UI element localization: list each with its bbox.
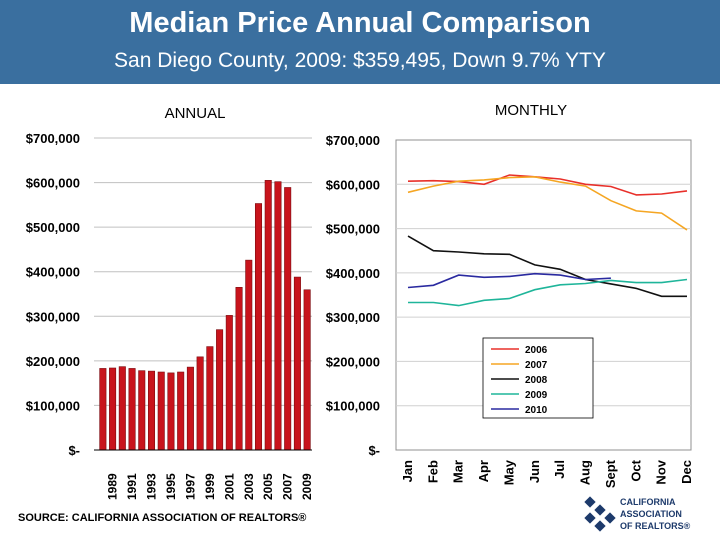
annual-x-axis: 1989 1991 1993 1995 1997 1999 2001 2003 2005 2007… xyxy=(106,473,315,500)
monthly-line-2009 xyxy=(408,278,688,307)
annual-xtick-label: 1995 xyxy=(164,473,178,500)
monthly-ytick-label: $- xyxy=(368,443,380,458)
annual-bar xyxy=(284,187,292,451)
annual-bar xyxy=(264,180,272,451)
legend-label: 2008 xyxy=(525,375,548,386)
annual-ytick-label: $- xyxy=(68,443,80,458)
annual-xtick-label: 1999 xyxy=(203,473,217,500)
annual-bar xyxy=(99,368,107,451)
annual-bar xyxy=(157,371,165,451)
monthly-ytick-label: $500,000 xyxy=(326,222,380,237)
annual-bar xyxy=(118,366,126,451)
monthly-xtick-label: Sept xyxy=(603,459,618,488)
monthly-xtick-label: Aug xyxy=(578,460,593,485)
annual-bar xyxy=(235,287,243,451)
annual-chart-title: ANNUAL xyxy=(165,105,226,122)
monthly-xtick-label: Apr xyxy=(476,460,491,482)
monthly-xtick-label: Jun xyxy=(527,460,542,483)
annual-xtick-label: 2003 xyxy=(242,473,256,500)
annual-xtick-label: 2007 xyxy=(281,473,295,500)
annual-bar xyxy=(254,203,263,451)
annual-ytick-label: $400,000 xyxy=(26,265,80,280)
annual-bar xyxy=(216,329,224,451)
monthly-ytick-label: $100,000 xyxy=(326,399,380,414)
monthly-line-2010 xyxy=(407,272,611,289)
monthly-y-axis: $- $100,000 $200,000 $300,000 $400,000 $500,0… xyxy=(326,133,380,458)
monthly-ytick-label: $700,000 xyxy=(326,133,380,148)
monthly-chart-title: MONTHLY xyxy=(495,102,567,119)
annual-xtick-label: 1997 xyxy=(183,473,197,500)
annual-bar xyxy=(225,315,233,451)
monthly-xtick-label: May xyxy=(501,459,516,485)
annual-ytick-label: $200,000 xyxy=(26,354,80,369)
annual-xtick-label: 2005 xyxy=(261,473,275,500)
monthly-xtick-label: Dec xyxy=(679,460,694,484)
annual-ytick-label: $300,000 xyxy=(26,309,80,324)
car-logo-mark: CALIFORNIA ASSOCIATION OF REALTORS® xyxy=(584,496,691,532)
page-subtitle: San Diego County, 2009: $359,495, Down 9… xyxy=(114,49,606,72)
monthly-xtick-label: Mar xyxy=(451,460,466,483)
monthly-ytick-label: $300,000 xyxy=(326,310,380,325)
monthly-ytick-label: $200,000 xyxy=(326,354,380,369)
legend-label: 2006 xyxy=(525,345,548,356)
legend-box xyxy=(482,337,594,419)
annual-bar xyxy=(147,370,156,451)
annual-bar xyxy=(245,259,253,451)
annual-bar xyxy=(206,346,214,451)
logo-line1: CALIFORNIA xyxy=(620,497,676,507)
monthly-xtick-label: Nov xyxy=(654,459,669,484)
annual-xtick-label: 2001 xyxy=(222,473,236,500)
monthly-xtick-label: Oct xyxy=(628,459,643,481)
annual-bar xyxy=(177,371,185,451)
annual-xtick-label: 1989 xyxy=(106,473,120,500)
annual-ytick-label: $600,000 xyxy=(26,176,80,191)
logo-line3: OF REALTORS® xyxy=(620,521,691,531)
annual-bar xyxy=(138,370,146,451)
legend-label: 2009 xyxy=(525,390,548,401)
header-banner: Median Price Annual Comparison San Diego… xyxy=(0,0,720,84)
annual-ytick-label: $500,000 xyxy=(26,220,80,235)
annual-bar xyxy=(303,289,311,451)
annual-ytick-label: $100,000 xyxy=(26,398,80,413)
annual-xtick-label: 1991 xyxy=(125,473,139,500)
monthly-line-2007 xyxy=(407,175,688,231)
monthly-line-2008 xyxy=(407,235,687,298)
monthly-ytick-label: $600,000 xyxy=(326,177,380,192)
monthly-legend: 2006 2007 2008 2009 2010 xyxy=(482,337,594,419)
annual-xtick-label: 2009 xyxy=(300,473,314,500)
annual-bar xyxy=(293,276,301,451)
annual-bar xyxy=(128,368,136,451)
annual-bar xyxy=(167,372,175,451)
monthly-xtick-label: Feb xyxy=(425,460,440,483)
annual-bar xyxy=(186,366,194,451)
monthly-xtick-label: Jul xyxy=(552,460,567,479)
monthly-lines xyxy=(407,174,688,307)
annual-ytick-label: $700,000 xyxy=(26,131,80,146)
source-note: SOURCE: CALIFORNIA ASSOCIATION OF REALTO… xyxy=(18,512,306,524)
annual-bar xyxy=(274,181,282,451)
legend-label: 2007 xyxy=(525,360,548,371)
page-title: Median Price Annual Comparison xyxy=(129,7,591,39)
legend-label: 2010 xyxy=(525,405,548,416)
car-logo: CALIFORNIA ASSOCIATION OF REALTORS® xyxy=(582,492,712,534)
monthly-ytick-label: $400,000 xyxy=(326,266,380,281)
annual-xtick-label: 1993 xyxy=(145,473,159,500)
monthly-xtick-label: Jan xyxy=(400,460,415,482)
annual-bar xyxy=(196,356,204,451)
annual-y-axis: $- $100,000 $200,000 $300,000 $400,000 $500,0… xyxy=(26,131,80,458)
monthly-x-axis: Jan Feb Mar Apr May Jun Jul Aug Sept Oct Nov Dec xyxy=(400,459,694,488)
logo-line2: ASSOCIATION xyxy=(620,509,682,519)
annual-bars xyxy=(99,180,311,451)
annual-bar xyxy=(109,367,117,451)
